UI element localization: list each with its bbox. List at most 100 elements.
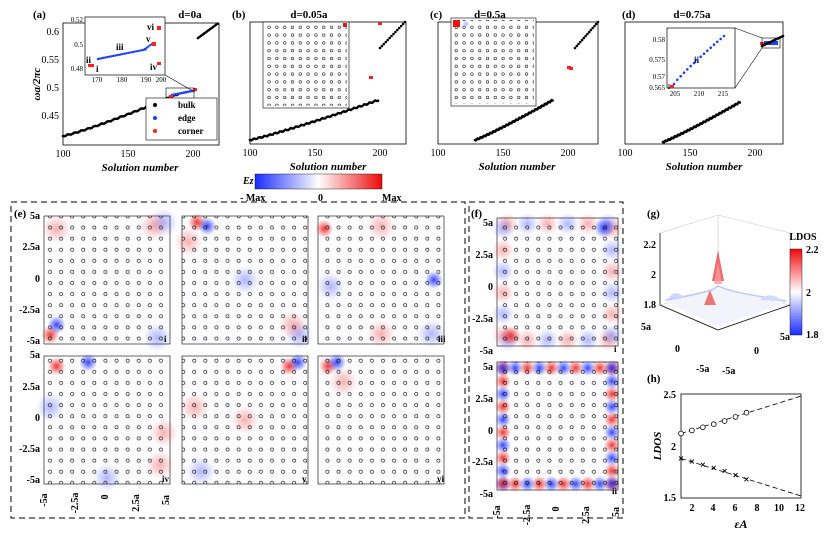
svg-text:2: 2 — [651, 270, 656, 281]
bulk-point — [394, 30, 397, 34]
edge-point — [174, 92, 178, 96]
svg-text:-5a: -5a — [39, 493, 50, 506]
panel-a-inset — [84, 16, 166, 76]
bulk-point — [380, 44, 384, 48]
edge-point — [689, 64, 692, 68]
bulk-point — [376, 99, 380, 102]
edge-point — [719, 37, 722, 41]
edge-point — [706, 49, 709, 52]
edge-point — [121, 52, 124, 56]
svg-text:200: 200 — [561, 148, 576, 159]
svg-text:0: 0 — [675, 344, 680, 355]
svg-text:-5a: -5a — [27, 475, 40, 486]
svg-text:0: 0 — [100, 495, 111, 500]
svg-text:0.565: 0.565 — [649, 84, 665, 92]
svg-text:0.5: 0.5 — [74, 41, 83, 49]
svg-text:iv: iv — [162, 474, 170, 484]
panel-a-xlabel: Solution number — [102, 162, 179, 174]
edge-point — [188, 90, 192, 93]
corner-point — [157, 62, 161, 65]
ldos-circle-point — [732, 414, 739, 420]
bulk-point — [382, 42, 386, 46]
svg-text:5a: 5a — [161, 495, 172, 505]
field-map-e — [315, 212, 446, 348]
ldos-cross-point — [678, 456, 684, 461]
bulk-point — [401, 22, 405, 26]
fit-line — [680, 458, 802, 497]
field-map-e — [41, 208, 178, 352]
svg-text:0.52: 0.52 — [71, 16, 84, 24]
panel-c-label: (c) — [430, 9, 443, 21]
panel-a-inset-xticks: 170 180 190 200 — [92, 76, 167, 84]
ldos-circle-point — [710, 421, 717, 428]
panel-d-title: d=0.75a — [673, 9, 711, 21]
panel-d-xlabel: Solution number — [666, 161, 743, 173]
ldos-circle-point — [689, 427, 695, 434]
rod-lattice — [318, 216, 444, 344]
svg-text:-5a: -5a — [480, 489, 493, 500]
svg-text:12: 12 — [795, 503, 805, 514]
svg-text:iii: iii — [116, 42, 124, 52]
rod-lattice — [497, 362, 618, 490]
corner-point — [169, 95, 173, 98]
svg-text:vi: vi — [147, 22, 155, 32]
edge-point — [136, 49, 140, 53]
panel-e-yticks-bottom: 5a 2.5a 0 -2.5a -5a — [19, 350, 40, 486]
corner-point — [569, 67, 573, 70]
edge-point — [712, 43, 716, 46]
svg-text:5a: 5a — [483, 362, 493, 373]
panel-a-title: d=0a — [178, 9, 202, 21]
fit-line — [680, 395, 802, 434]
panel-h-axes — [680, 393, 802, 499]
svg-text:1.5: 1.5 — [664, 493, 677, 504]
edge-point — [112, 54, 115, 58]
panel-b: (b) d=0.05a Solution number 100 150 200 — [232, 9, 407, 173]
svg-text:-2.5a: -2.5a — [19, 305, 40, 316]
bulk-point — [580, 38, 584, 42]
edge-point — [110, 55, 113, 58]
svg-text:i: i — [614, 344, 617, 354]
svg-text:0.48: 0.48 — [71, 65, 84, 73]
svg-text:0: 0 — [754, 346, 759, 357]
edge-point — [699, 55, 702, 58]
bulk-point — [378, 46, 382, 50]
panel-e-mode-labels: i ii iii iv v vi — [162, 334, 446, 484]
svg-text:ii: ii — [612, 486, 618, 496]
edge-point — [682, 71, 686, 74]
bulk-point — [584, 34, 587, 38]
svg-text:i: i — [164, 334, 167, 344]
edge-point — [672, 82, 676, 86]
bulk-point — [384, 40, 388, 44]
svg-text:200: 200 — [186, 149, 201, 160]
panel-h-ylabel: LDOS — [652, 432, 664, 462]
edge-point — [182, 91, 186, 94]
ldos-cross-point — [711, 465, 717, 471]
edge-point — [117, 53, 121, 57]
bulk-point — [388, 36, 391, 40]
edge-point — [186, 90, 190, 94]
ldos-cross-point — [744, 476, 749, 482]
bulk-point — [392, 32, 395, 36]
svg-text:205: 205 — [670, 90, 681, 98]
edge-point — [709, 46, 712, 49]
svg-text:4: 4 — [711, 503, 716, 514]
svg-text:iv: iv — [150, 62, 158, 72]
panel-h-marks — [678, 395, 802, 497]
svg-text:i: i — [668, 83, 670, 91]
svg-text:150: 150 — [683, 148, 698, 159]
ez-colorbar: Ez - Max 0 Max — [240, 173, 401, 204]
panel-g-label: (g) — [647, 208, 660, 220]
svg-text:-2.5a: -2.5a — [19, 444, 40, 455]
bulk-point — [781, 34, 785, 38]
edge-point — [113, 54, 117, 57]
svg-text:-2.5a: -2.5a — [70, 493, 81, 514]
edge-point — [178, 92, 182, 95]
edge-point — [125, 52, 128, 55]
corner-point — [670, 85, 674, 88]
panel-a-inset-yticks: 0.52 0.5 0.48 — [71, 16, 84, 73]
svg-text:5a: 5a — [641, 322, 651, 333]
edge-point — [676, 78, 679, 82]
field-map-e — [180, 353, 309, 486]
edge-point — [131, 50, 134, 54]
edge-point — [100, 57, 104, 60]
